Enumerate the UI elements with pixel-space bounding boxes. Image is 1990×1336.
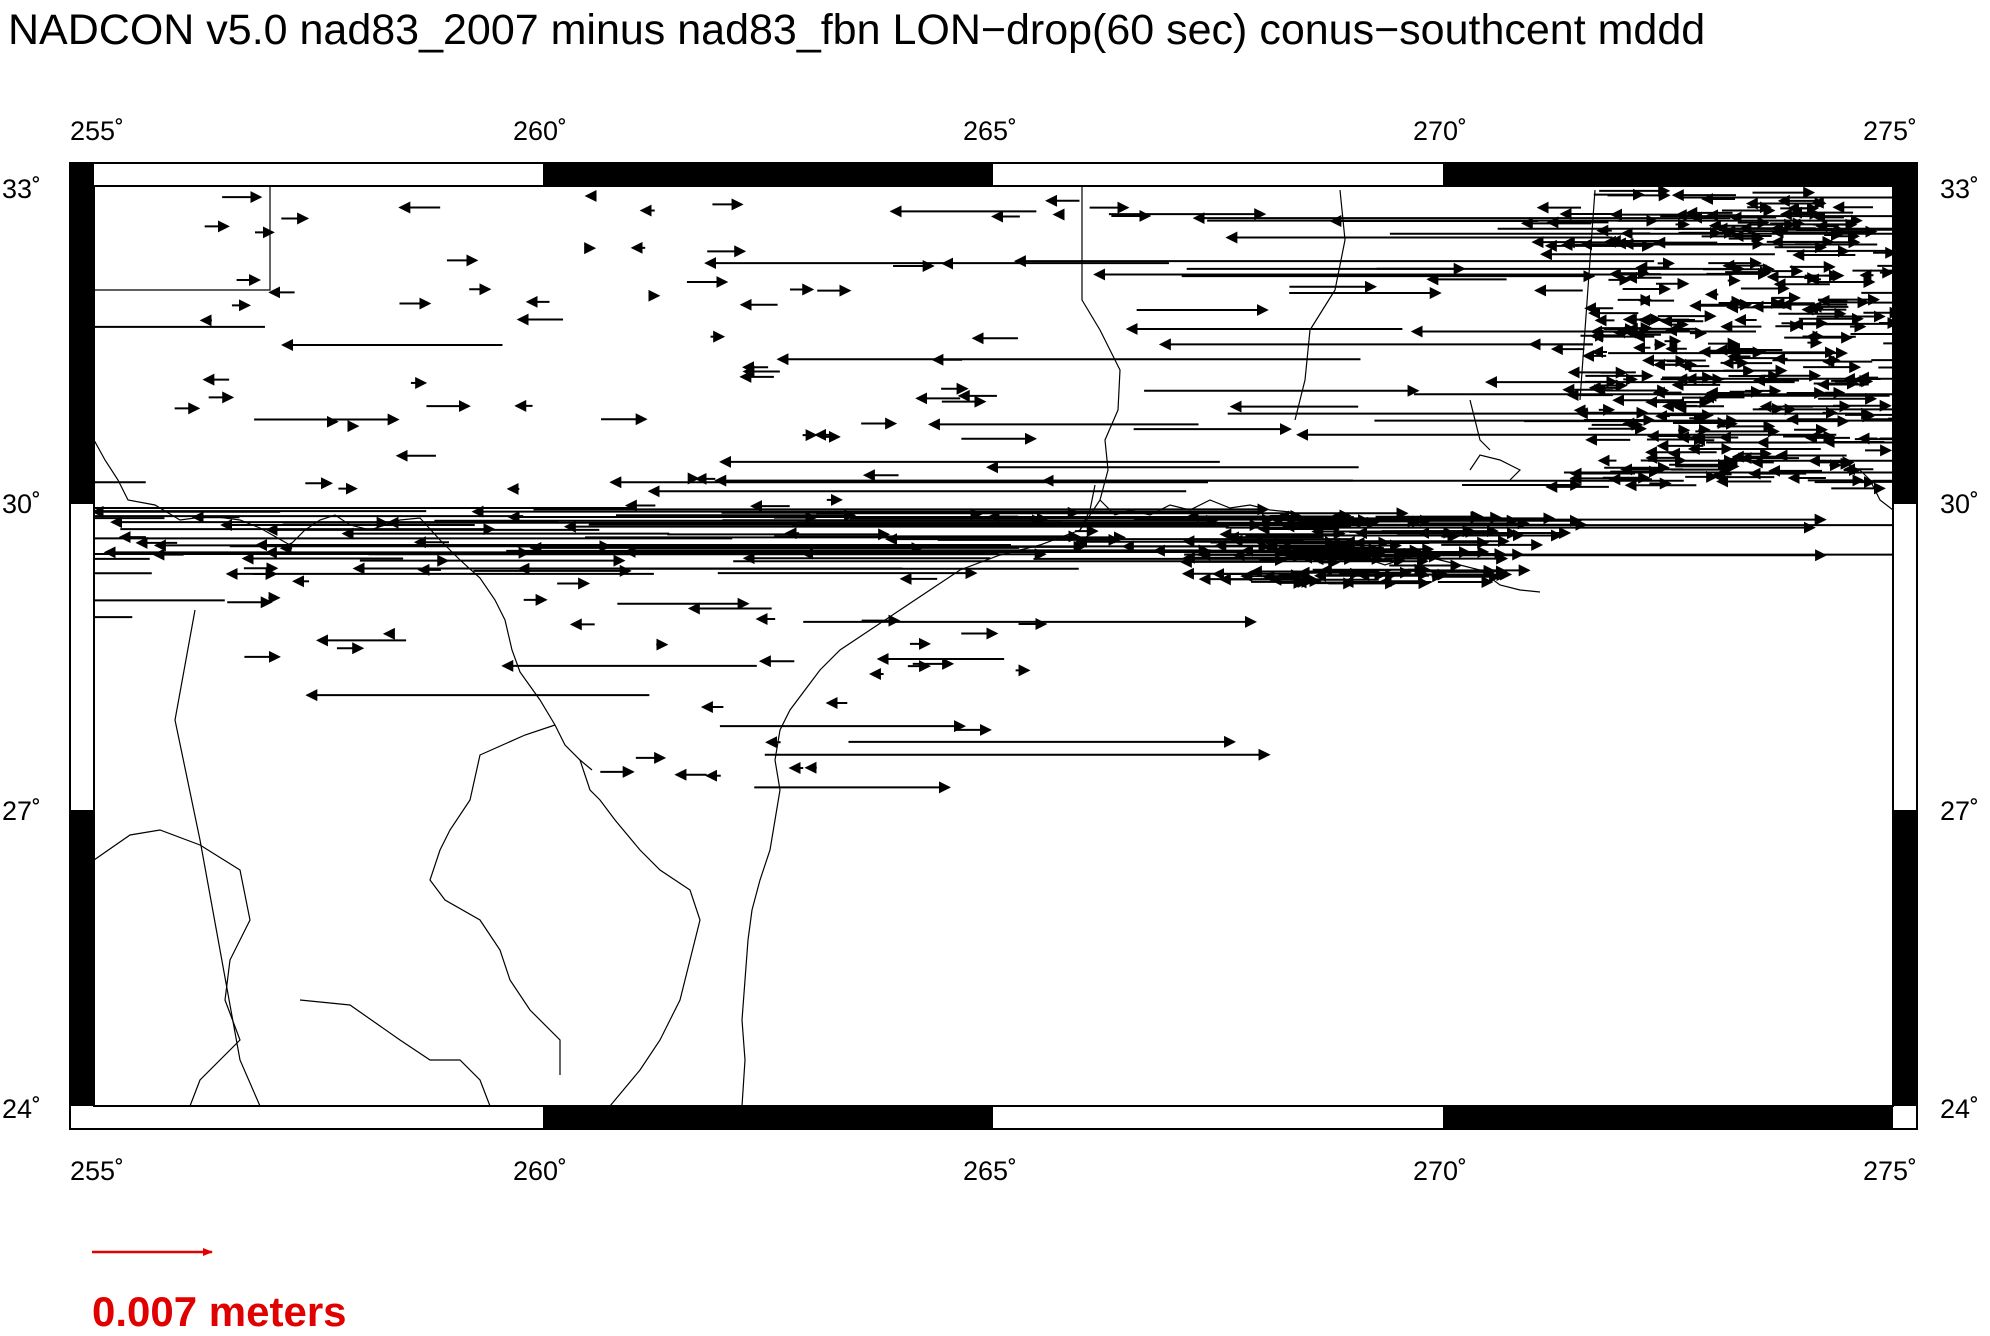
lon-tick-label: 265˚	[963, 1156, 1017, 1186]
lon-tick-label: 260˚	[513, 1156, 567, 1186]
lon-tick-label: 255˚	[70, 1156, 124, 1186]
lat-tick-label: 33˚	[1940, 174, 1979, 204]
coastlines-borders	[94, 186, 1893, 1106]
lon-tick-label: 270˚	[1413, 1156, 1467, 1186]
lat-tick-label: 27˚	[1940, 796, 1979, 826]
lon-tick-labels-bottom: 255˚ 260˚ 265˚ 270˚ 275˚	[70, 1156, 1917, 1186]
lat-tick-label: 27˚	[2, 796, 41, 826]
map-title: NADCON v5.0 nad83_2007 minus nad83_fbn L…	[8, 6, 1706, 54]
lon-tick-label: 270˚	[1413, 116, 1467, 146]
lon-tick-labels-top: 255˚ 260˚ 265˚ 270˚ 275˚	[70, 116, 1917, 146]
map-frame	[69, 162, 1918, 1130]
lat-tick-label: 24˚	[2, 1094, 41, 1124]
lat-tick-label: 30˚	[2, 489, 41, 519]
lat-tick-labels-right: 33˚ 30˚ 27˚ 24˚	[1940, 174, 1979, 1124]
lat-tick-label: 24˚	[1940, 1094, 1979, 1124]
displacement-vectors	[94, 186, 1893, 794]
lon-tick-label: 255˚	[70, 116, 124, 146]
lon-tick-label: 260˚	[513, 116, 567, 146]
lat-tick-label: 33˚	[2, 174, 41, 204]
lon-tick-label: 265˚	[963, 116, 1017, 146]
lat-tick-labels-left: 33˚ 30˚ 27˚ 24˚	[2, 174, 41, 1124]
lon-tick-label: 275˚	[1863, 116, 1917, 146]
lon-tick-label: 275˚	[1863, 1156, 1917, 1186]
lat-tick-label: 30˚	[1940, 489, 1979, 519]
scale-label: 0.007 meters	[92, 1288, 347, 1335]
